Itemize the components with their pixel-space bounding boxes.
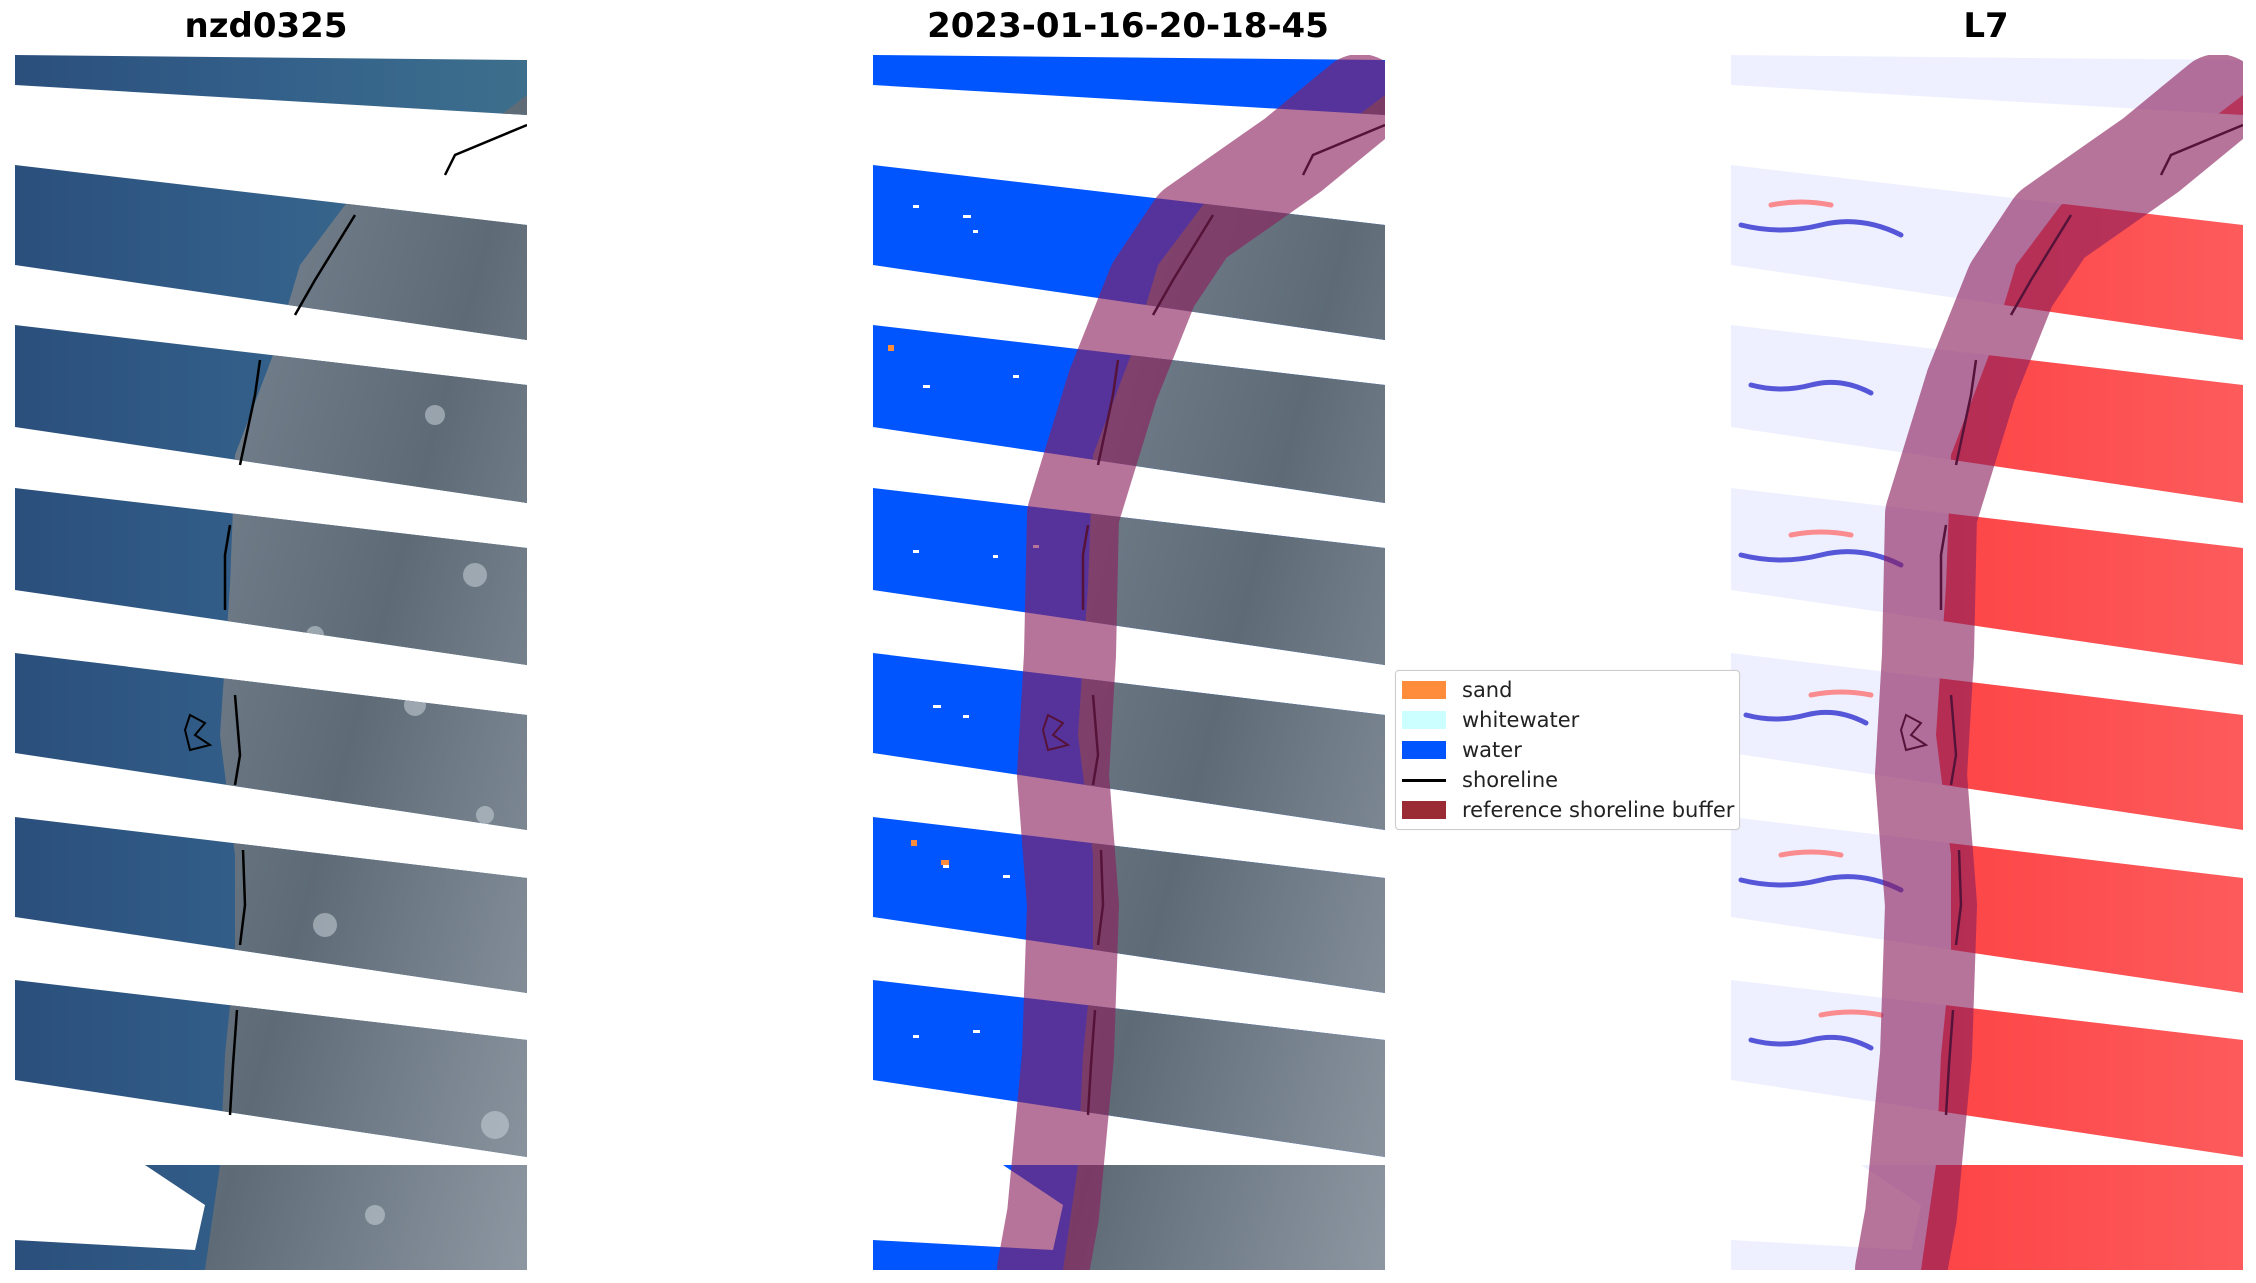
legend-label-reference-buffer: reference shoreline buffer bbox=[1462, 798, 1735, 822]
whitewater-swatch bbox=[1402, 711, 1446, 729]
index-image-panel bbox=[1731, 55, 2243, 1270]
classified-image bbox=[873, 55, 1385, 1270]
legend: sand whitewater water shoreline referenc… bbox=[1395, 670, 1740, 830]
shoreline-line bbox=[223, 123, 527, 1116]
legend-item-reference-buffer: reference shoreline buffer bbox=[1402, 797, 1734, 823]
panel-title-classified: 2023-01-16-20-18-45 bbox=[927, 6, 1329, 46]
legend-label-whitewater: whitewater bbox=[1462, 708, 1580, 732]
rgb-image-panel bbox=[15, 55, 527, 1270]
panel-title-rgb: nzd0325 bbox=[184, 6, 348, 46]
legend-item-water: water bbox=[1402, 737, 1522, 763]
shoreline-swatch bbox=[1402, 778, 1446, 782]
sand-swatch bbox=[1402, 681, 1446, 699]
reference-buffer-swatch bbox=[1402, 801, 1446, 819]
legend-label-water: water bbox=[1462, 738, 1522, 762]
legend-label-sand: sand bbox=[1462, 678, 1513, 702]
legend-item-sand: sand bbox=[1402, 677, 1512, 703]
water-swatch bbox=[1402, 741, 1446, 759]
index-image bbox=[1731, 55, 2243, 1270]
rgb-image bbox=[15, 55, 527, 1270]
classified-image-panel bbox=[873, 55, 1385, 1270]
panel-title-index: L7 bbox=[1963, 6, 2009, 46]
legend-item-whitewater: whitewater bbox=[1402, 707, 1579, 733]
legend-item-shoreline: shoreline bbox=[1402, 767, 1558, 793]
reference-shoreline-buffer bbox=[997, 55, 1385, 1270]
legend-label-shoreline: shoreline bbox=[1462, 768, 1559, 792]
